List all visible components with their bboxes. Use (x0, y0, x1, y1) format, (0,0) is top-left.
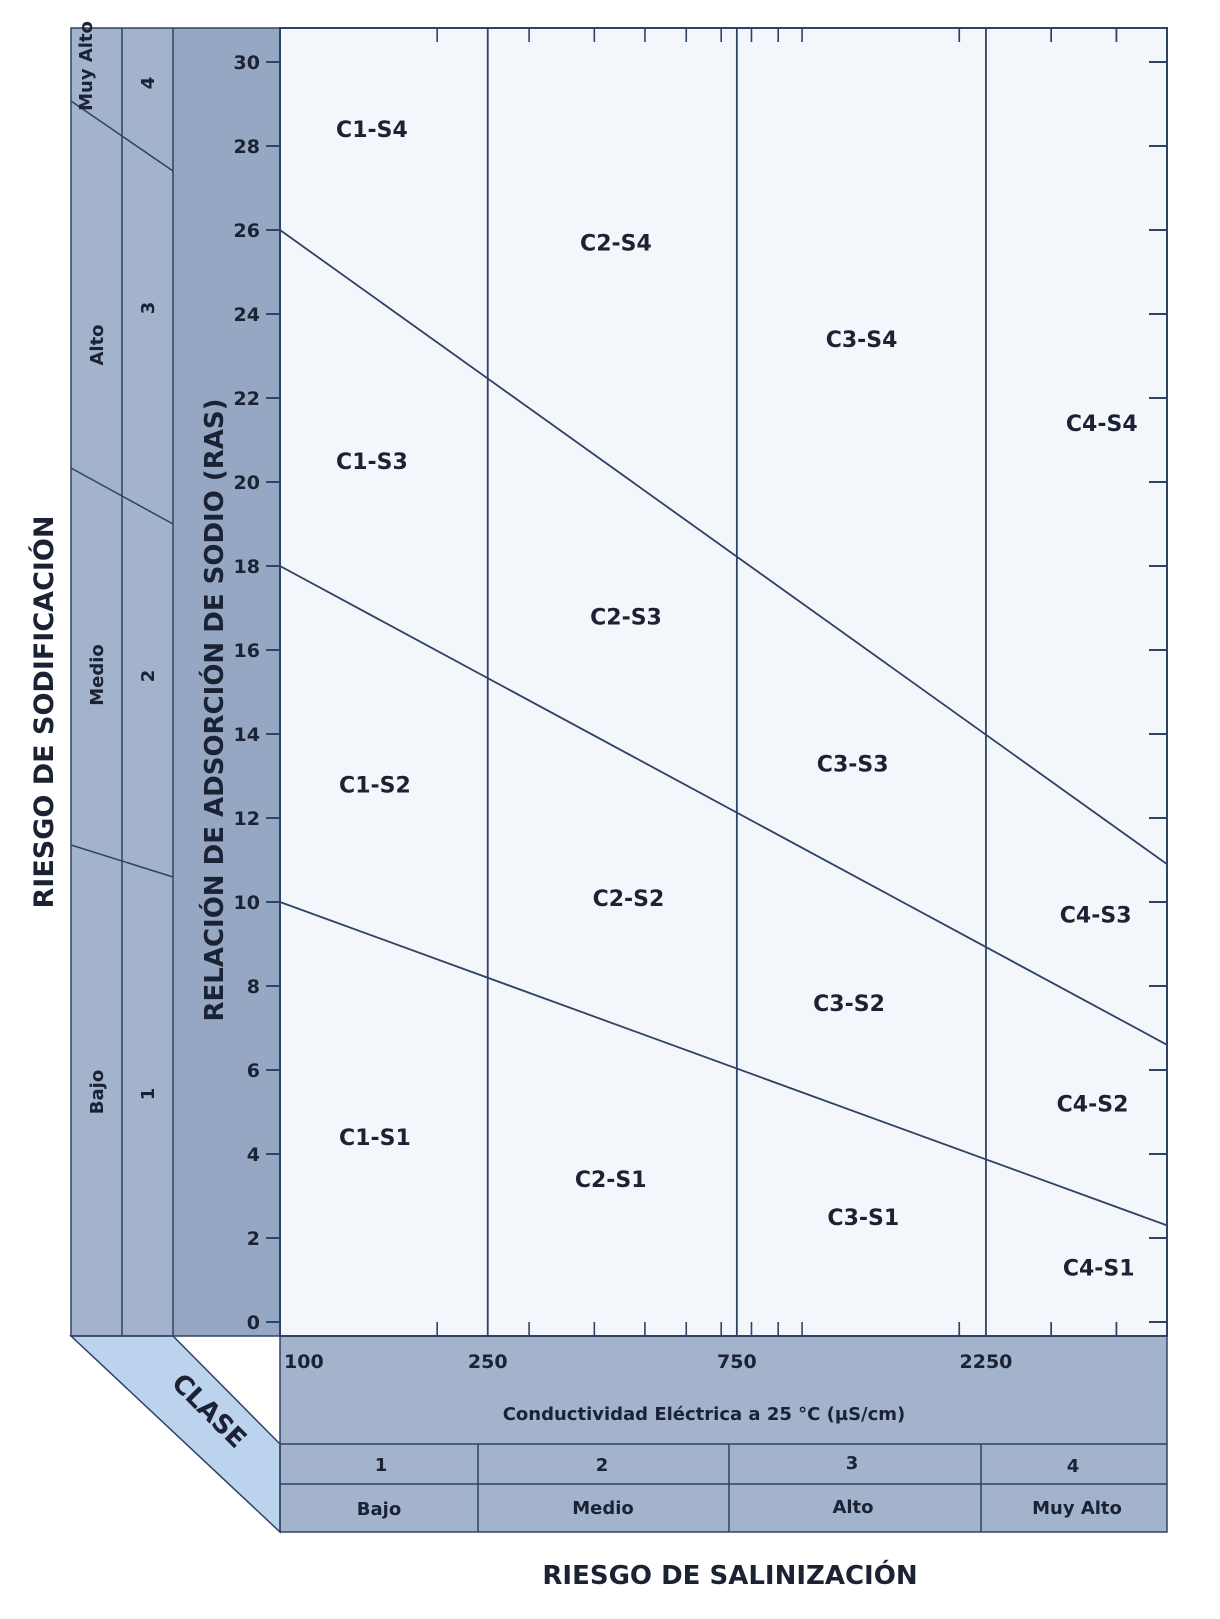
x-axis-title: Conductividad Eléctrica a 25 °C (µS/cm) (503, 1404, 906, 1425)
y-tick-label: 26 (234, 220, 260, 242)
salinity-level-alto: Alto (832, 1497, 873, 1518)
y-axis-ticks (266, 61, 1167, 1323)
y-tick-label: 24 (234, 304, 260, 326)
salinity-class-1: 1 (375, 1455, 388, 1476)
zone-label: C2-S2 (593, 887, 665, 912)
sodification-level-bajo: Bajo (87, 1070, 108, 1114)
x-axis-ticks (436, 28, 1118, 1336)
x-tick-label: 750 (717, 1351, 757, 1373)
ras-tick-band (173, 28, 280, 1336)
zone-label: C2-S4 (580, 232, 652, 257)
zone-label: C3-S2 (813, 992, 885, 1017)
y-tick-label: 2 (247, 1228, 260, 1250)
salinity-band-lines (279, 1335, 1168, 1533)
salinity-level-muy-alto: Muy Alto (1032, 1498, 1122, 1519)
zone-label: C3-S4 (826, 328, 898, 353)
zone-label: C1-S4 (336, 118, 408, 143)
y-tick-label: 14 (234, 724, 260, 746)
sodification-level-alto: Alto (87, 324, 108, 365)
y-tick-label: 10 (234, 892, 260, 914)
salinity-level-medio: Medio (572, 1498, 634, 1519)
zone-label: C2-S3 (590, 605, 662, 630)
zone-label: C2-S1 (575, 1168, 647, 1193)
sodification-class-1: 1 (138, 1088, 159, 1101)
y-tick-label: 8 (247, 976, 260, 998)
salinity-class-row (280, 1444, 1167, 1484)
zone-label: C4-S1 (1063, 1256, 1135, 1281)
sodification-level-muy-alto: Muy Alto (76, 21, 97, 111)
zone-label: C1-S1 (339, 1126, 411, 1151)
x-tick-label: 2250 (960, 1351, 1013, 1373)
x-tick-labels: 100 250 750 2250 (284, 1351, 1012, 1373)
zone-label: C4-S3 (1060, 904, 1132, 929)
zone-label: C4-S2 (1057, 1093, 1129, 1118)
y-tick-label: 12 (234, 808, 260, 830)
zone-labels: C1-S4 C1-S3 C1-S2 C1-S1 C2-S4 C2-S3 C2-S2 C2-S1… (336, 118, 1138, 1281)
salinity-level-bajo: Bajo (357, 1499, 401, 1520)
y-tick-label: 20 (234, 472, 260, 494)
sodification-band-lines (70, 27, 281, 1337)
x-tick-label: 100 (284, 1351, 324, 1373)
salinity-class-2: 2 (596, 1455, 609, 1476)
zone-label: C1-S3 (336, 450, 408, 475)
sodicity-boundary-line-1 (279, 901, 1168, 1227)
sodicity-boundary-line-3 (279, 229, 1168, 865)
salinity-boundary-lines (486, 28, 987, 1336)
y-tick-label: 4 (247, 1144, 260, 1166)
sodification-class-2: 2 (138, 670, 159, 683)
y-tick-label: 18 (234, 556, 260, 578)
zone-label: C4-S4 (1066, 412, 1138, 437)
salinity-level-row (280, 1484, 1167, 1532)
y-axis-title: RELACIÓN DE ADSORCIÓN DE SODIO (RAS) (198, 398, 230, 1021)
salinity-class-3: 3 (846, 1453, 859, 1474)
sodification-level-medio: Medio (87, 644, 108, 706)
sodicity-boundary-lines (279, 229, 1168, 1227)
zone-label: C1-S2 (339, 773, 411, 798)
y-tick-label: 16 (234, 640, 260, 662)
x-tick-label: 250 (468, 1351, 508, 1373)
zone-label: C3-S3 (817, 752, 889, 777)
conductivity-band (280, 1336, 1167, 1444)
zone-label: C3-S1 (827, 1206, 899, 1231)
sodicity-boundary-line-2 (279, 565, 1168, 1046)
y-tick-label: 22 (234, 388, 260, 410)
sodification-class-4: 4 (138, 77, 159, 90)
sodification-risk-title: RIESGO DE SODIFICACIÓN (28, 516, 60, 909)
y-tick-label: 0 (247, 1312, 260, 1334)
sodification-class-band (122, 28, 173, 1336)
plot-area (279, 27, 1168, 1337)
salinization-risk-title: RIESGO DE SALINIZACIÓN (542, 1559, 917, 1591)
sodification-class-3: 3 (138, 302, 159, 315)
salinity-class-4: 4 (1067, 1456, 1080, 1477)
sodification-level-band (71, 28, 122, 1336)
y-tick-label: 6 (247, 1060, 260, 1082)
y-tick-label: 28 (234, 136, 260, 158)
y-tick-label: 30 (234, 52, 260, 74)
